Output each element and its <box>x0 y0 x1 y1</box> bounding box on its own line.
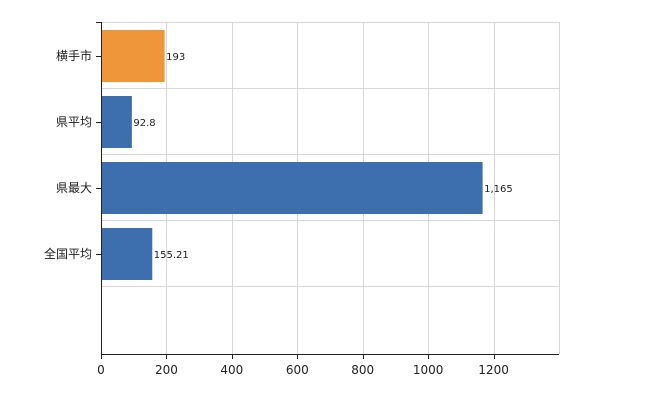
bar <box>101 228 153 280</box>
bar <box>101 30 165 82</box>
x-tick-label: 1000 <box>413 363 444 377</box>
data-label: 193 <box>166 52 185 63</box>
data-label: 155.21 <box>154 250 189 261</box>
data-label: 92.8 <box>133 118 155 129</box>
data-label: 1,165 <box>484 184 513 195</box>
x-tick-label: 0 <box>97 363 105 377</box>
y-tick-label: 横手市 <box>56 48 92 63</box>
y-tick-label: 県最大 <box>56 181 92 195</box>
x-tick-label: 200 <box>155 363 178 377</box>
x-tick-label: 400 <box>220 363 243 377</box>
y-tick-label: 全国平均 <box>44 246 92 261</box>
x-tick-label: 600 <box>286 363 309 377</box>
x-tick-label: 800 <box>351 363 374 377</box>
y-tick-label: 県平均 <box>56 115 92 129</box>
bar <box>101 162 483 214</box>
bar <box>101 96 132 148</box>
x-tick-label: 1200 <box>478 363 509 377</box>
